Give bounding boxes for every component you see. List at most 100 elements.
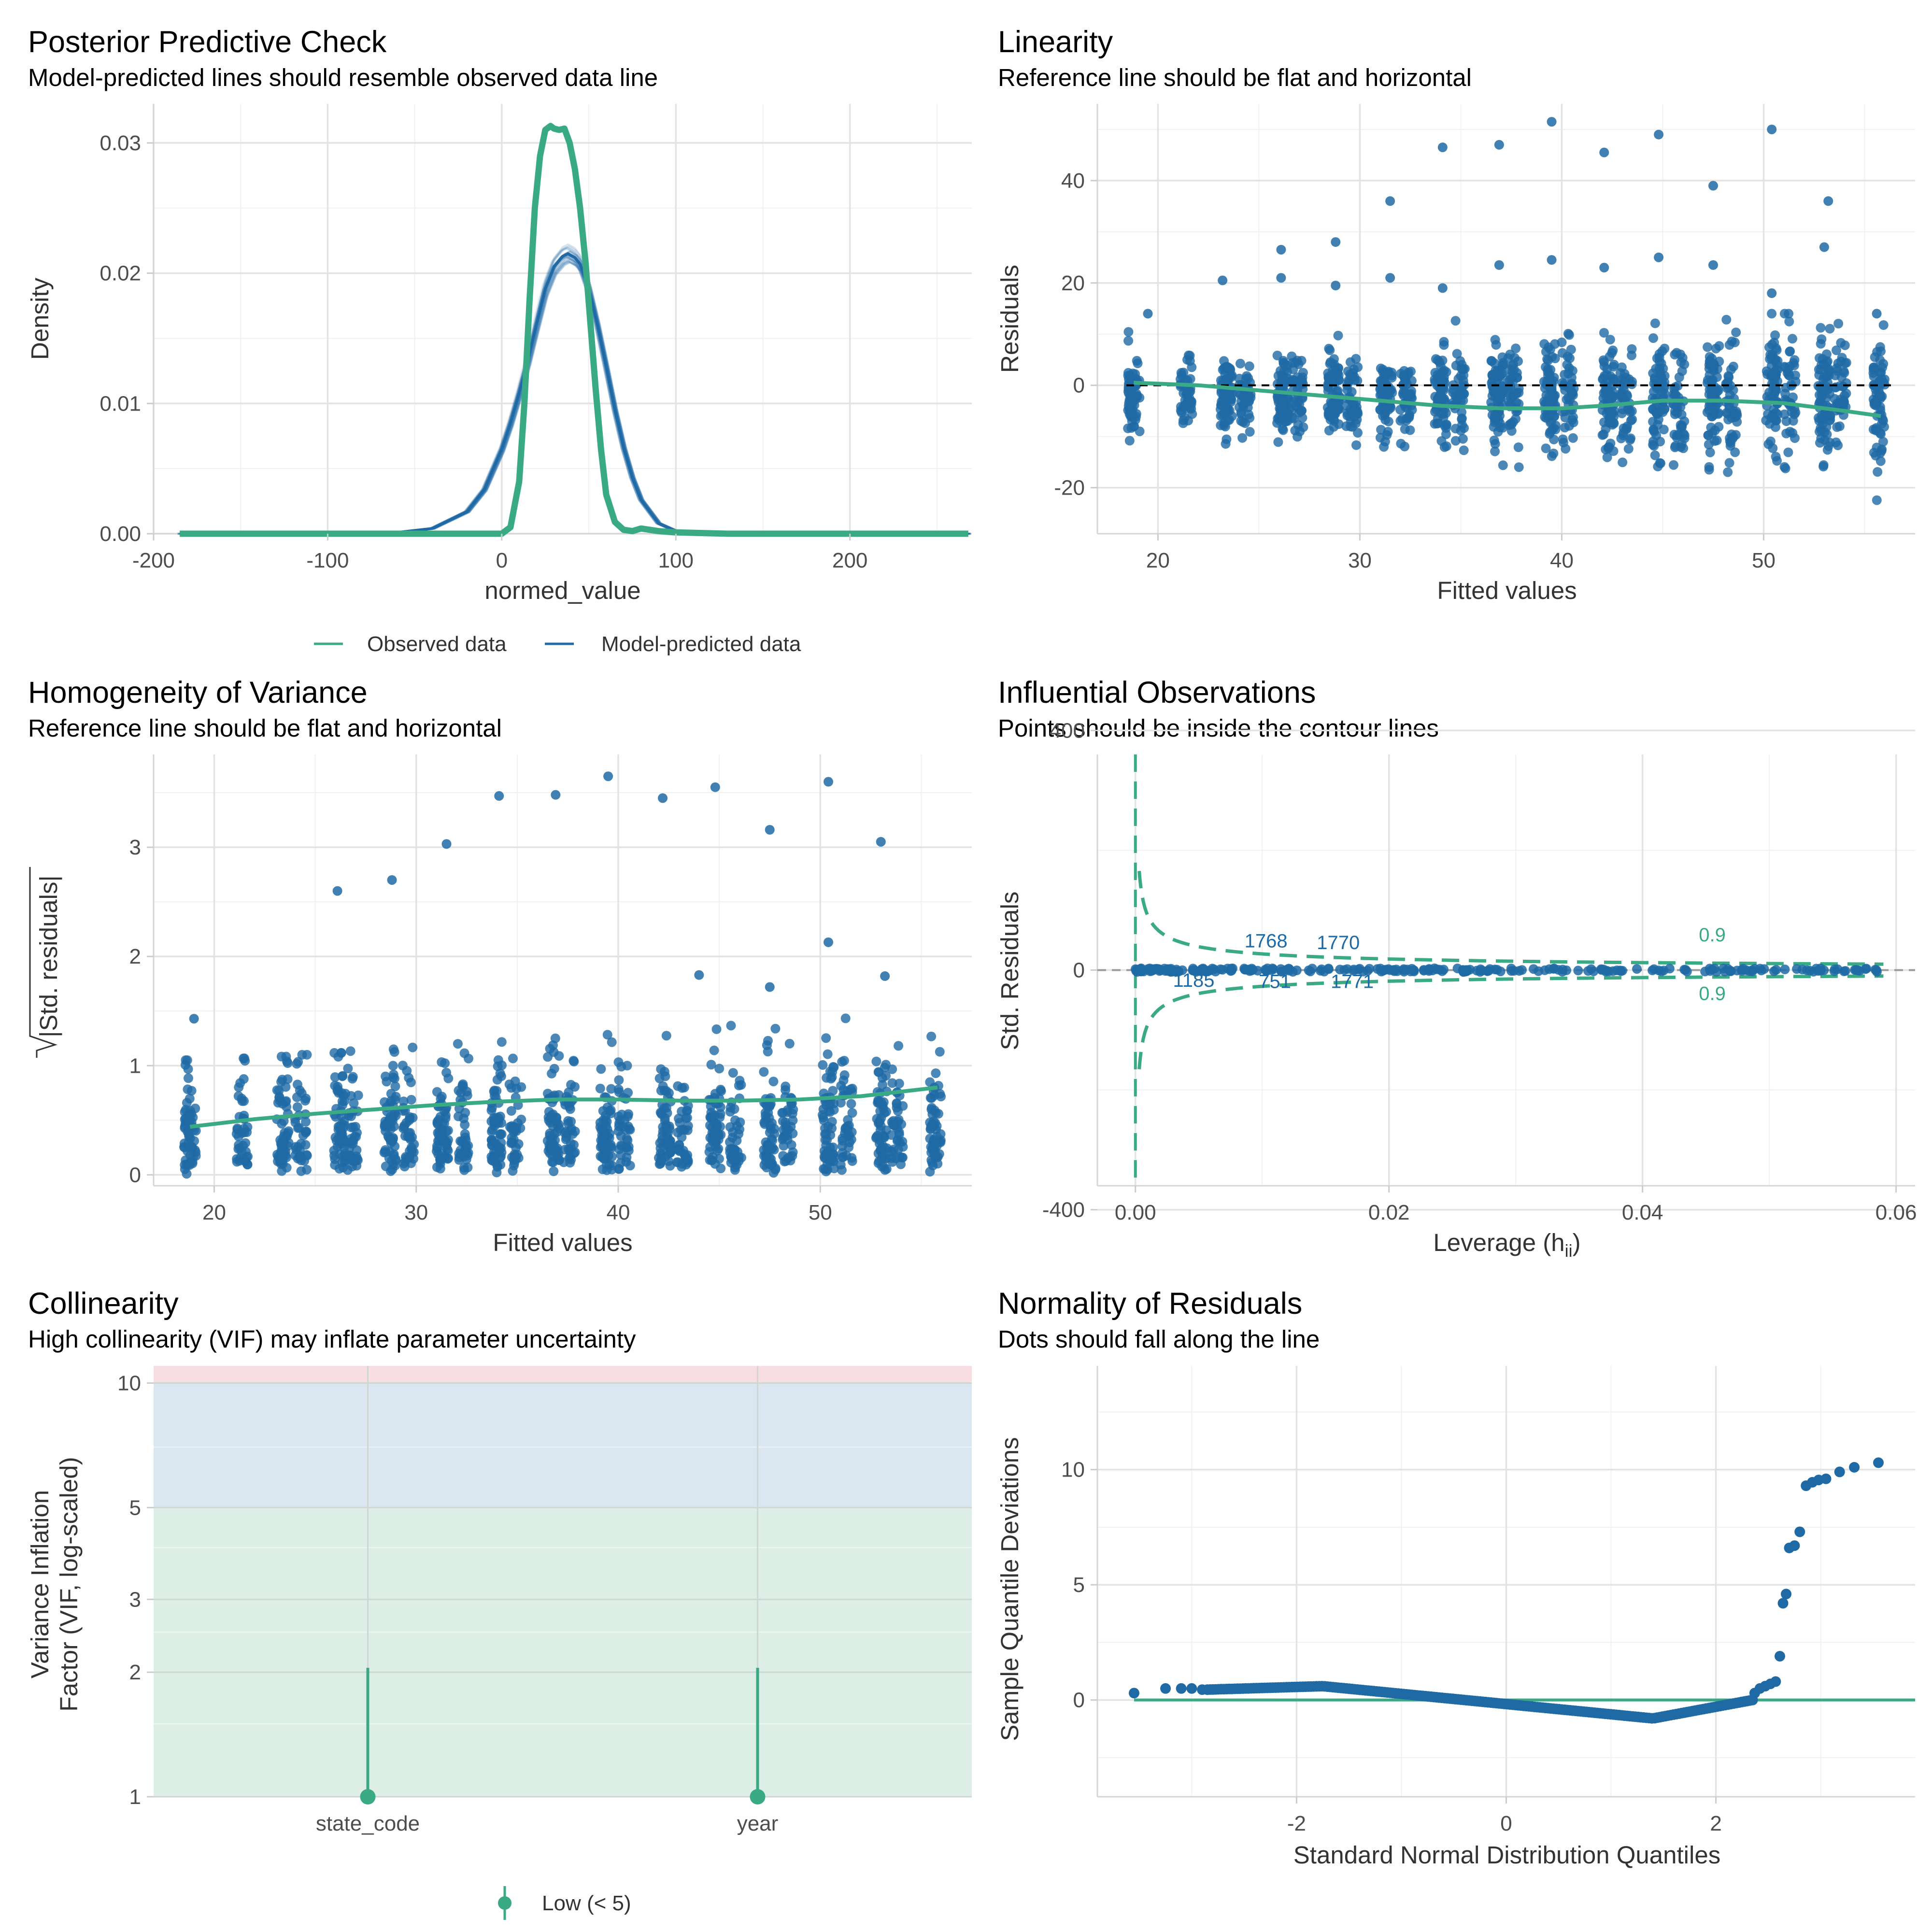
- leverage-point: [1353, 965, 1364, 975]
- variance-point: [780, 1156, 790, 1166]
- variance-point: [184, 1073, 193, 1083]
- residual-point: [1825, 324, 1835, 334]
- predicted-draw-line: [181, 252, 970, 535]
- predicted-draw-line: [181, 261, 970, 535]
- variance-outlier: [765, 824, 775, 835]
- variance-point: [380, 1145, 390, 1155]
- variance-point: [301, 1094, 311, 1104]
- residual-point: [1131, 409, 1141, 419]
- variance-point: [936, 1092, 946, 1102]
- residual-point: [1785, 346, 1795, 356]
- variance-point: [388, 1116, 398, 1126]
- residual-point: [1511, 389, 1521, 399]
- variance-point: [894, 1041, 904, 1051]
- residual-point: [1561, 444, 1571, 454]
- homogeneity-points: [179, 771, 946, 1179]
- variance-point: [487, 1135, 497, 1145]
- x-tick-label: -200: [132, 549, 175, 572]
- leverage-point: [1409, 965, 1419, 975]
- residual-outlier: [1276, 273, 1286, 283]
- leverage-point: [1306, 966, 1315, 977]
- point-label: 1770: [1317, 932, 1360, 953]
- variance-point: [823, 1049, 833, 1059]
- variance-point: [781, 1081, 791, 1092]
- qq-ylabel: Sample Quantile Deviations: [996, 1437, 1023, 1741]
- residual-point: [1325, 345, 1335, 355]
- variance-point: [382, 1077, 392, 1087]
- variance-point: [508, 1053, 518, 1064]
- residual-point: [1514, 462, 1524, 472]
- residual-point: [1878, 437, 1888, 447]
- leverage-point: [1705, 964, 1715, 974]
- residual-point: [1598, 373, 1608, 384]
- residual-point: [1179, 412, 1190, 423]
- residual-outlier: [1654, 252, 1664, 262]
- residual-point: [1676, 349, 1686, 359]
- residual-point: [1674, 372, 1684, 382]
- variance-point: [460, 1146, 470, 1155]
- leverage-point: [1738, 964, 1748, 974]
- variance-point: [930, 1138, 940, 1149]
- qq-ticks: -2 0 2 0 5 10: [1061, 1458, 1722, 1835]
- variance-point: [440, 1141, 451, 1151]
- predicted-draw-line: [181, 253, 970, 535]
- residual-point: [1816, 365, 1826, 374]
- variance-point: [706, 1101, 716, 1111]
- y-tick-label: 5: [1073, 1573, 1085, 1597]
- leverage-point: [1266, 965, 1277, 975]
- variance-point: [616, 1140, 626, 1151]
- residual-point: [1623, 444, 1634, 454]
- variance-point: [437, 1124, 447, 1135]
- residual-point: [1650, 318, 1660, 328]
- residual-point: [1245, 427, 1255, 437]
- variance-point: [329, 1146, 339, 1156]
- contour-level-lower: 0.9: [1699, 983, 1726, 1005]
- variance-point: [570, 1082, 580, 1092]
- leverage-point: [1514, 966, 1524, 976]
- leverage-point: [1198, 965, 1208, 975]
- point-label: 1768: [1245, 930, 1288, 952]
- leverage-point: [1132, 965, 1142, 975]
- variance-point: [660, 1071, 670, 1081]
- variance-point: [656, 1108, 667, 1118]
- variance-point: [182, 1055, 192, 1065]
- residual-point: [1331, 404, 1341, 414]
- residual-point: [1505, 375, 1515, 385]
- variance-point: [839, 1056, 849, 1065]
- ppc-panel: Posterior Predictive Check Model-predict…: [26, 25, 972, 656]
- variance-point: [281, 1147, 291, 1157]
- variance-point: [336, 1048, 346, 1058]
- x-tick-label: 2: [1710, 1812, 1721, 1835]
- variance-point: [293, 1057, 303, 1067]
- residual-point: [1790, 377, 1801, 387]
- variance-outlier: [189, 1014, 199, 1024]
- residual-point: [1627, 414, 1637, 425]
- x-tick-label: 30: [1348, 549, 1372, 572]
- y-tick-label: 0.03: [99, 131, 141, 155]
- variance-point: [276, 1139, 286, 1149]
- variance-point: [674, 1113, 684, 1123]
- x-tick-label: 40: [607, 1201, 630, 1224]
- variance-point: [614, 1164, 624, 1174]
- residual-point: [1323, 382, 1333, 392]
- residual-point: [1832, 345, 1841, 355]
- variance-point: [768, 1077, 779, 1087]
- variance-point: [838, 1085, 849, 1095]
- linearity-lines: [1126, 381, 1891, 418]
- vif-point: [750, 1789, 766, 1804]
- x-tick-label: 30: [404, 1201, 428, 1224]
- residual-point: [1605, 335, 1615, 345]
- residual-point: [1439, 337, 1449, 347]
- residual-point: [1767, 379, 1777, 389]
- y-tick-label: 1: [129, 1054, 141, 1078]
- residual-point: [1219, 356, 1229, 366]
- residual-point: [1874, 390, 1884, 400]
- variance-point: [886, 1130, 896, 1140]
- residual-point: [1498, 460, 1508, 470]
- residual-point: [1767, 309, 1777, 319]
- variance-point: [595, 1083, 605, 1094]
- residual-point: [1873, 467, 1883, 477]
- leverage-point: [1769, 966, 1779, 976]
- variance-point: [237, 1096, 247, 1106]
- residual-point: [1490, 439, 1500, 449]
